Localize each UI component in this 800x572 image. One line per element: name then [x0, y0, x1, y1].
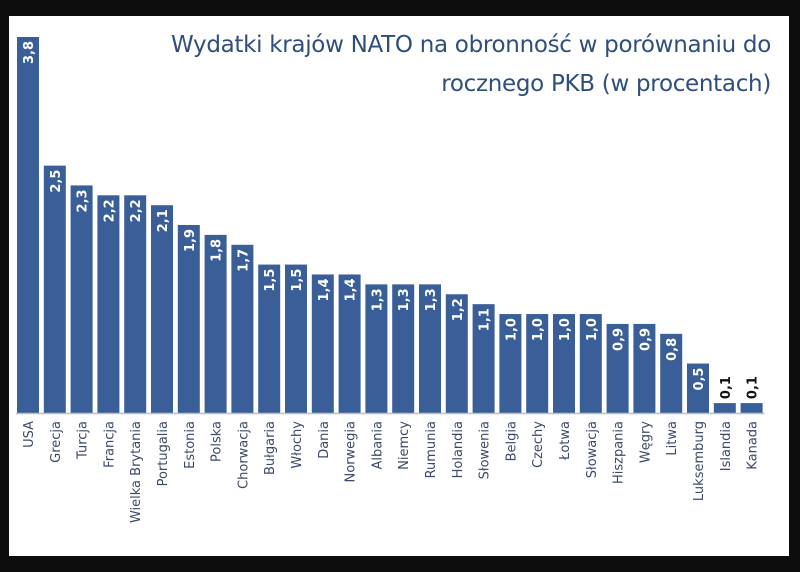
category-tick-label: Turcja [76, 421, 91, 460]
bar [392, 284, 415, 413]
category-tick-label: Hiszpania [612, 421, 627, 484]
bar [713, 403, 736, 413]
bar [633, 323, 656, 413]
bar-value-label: 1,8 [210, 239, 225, 262]
category-tick-label: Rumunia [424, 421, 439, 478]
chart-panel: Wydatki krajów NATO na obronność w porów… [9, 16, 789, 556]
bar [606, 323, 629, 413]
bar [553, 314, 575, 413]
bar-value-label: 2,2 [129, 199, 144, 222]
bar-value-label: 1,0 [558, 318, 573, 341]
category-tick-label: Wielka Brytania [129, 421, 144, 523]
chart-title-line-1: Wydatki krajów NATO na obronność w porów… [170, 32, 771, 58]
bar [97, 195, 120, 413]
category-tick-label: Dania [317, 421, 332, 459]
bar-value-label: 1,5 [263, 269, 278, 292]
category-tick-label: Estonia [183, 421, 198, 469]
bar [124, 195, 147, 413]
bar-value-label: 2,3 [76, 189, 91, 212]
bar [579, 314, 602, 413]
bar-value-label: 1,0 [585, 318, 600, 341]
category-tick-label: Grecja [49, 421, 64, 463]
bar-value-label: 3,8 [22, 41, 37, 64]
category-tick-label: Niemcy [397, 421, 412, 470]
bar [17, 37, 39, 413]
category-tick-label: Słowenia [478, 421, 493, 479]
category-tick-label: Litwa [665, 421, 680, 456]
bar [365, 284, 388, 413]
bar-value-label: 2,5 [49, 170, 64, 193]
bar-value-label: 0,5 [692, 368, 707, 391]
bar-chart: 3,8 USA 2,5 Grecja 2,3 Turcja 2,2 Francja 2,2 Wie… [16, 37, 765, 523]
bar-value-label: 1,0 [531, 318, 546, 341]
category-tick-label: Portugalia [156, 421, 171, 486]
bar-value-label: 1,7 [236, 249, 251, 272]
bar [445, 294, 468, 413]
bar-value-label: 0,1 [719, 376, 734, 399]
bar-value-label: 1,3 [397, 288, 412, 311]
category-tick-label: Holandia [451, 421, 466, 478]
bar [43, 165, 66, 413]
bar [526, 314, 549, 413]
bar-value-label: 2,2 [102, 199, 117, 222]
bar [419, 284, 441, 413]
category-tick-label: Francja [102, 421, 117, 468]
bar [499, 314, 522, 413]
category-tick-label: Węgry [638, 421, 653, 463]
bar-value-label: 1,4 [344, 278, 359, 301]
category-tick-label: Belgia [504, 421, 519, 461]
category-tick-label: Luksemburg [692, 421, 707, 501]
bar [311, 274, 334, 413]
category-tick-label: Polska [210, 421, 225, 462]
category-tick-label: Chorwacja [236, 421, 251, 489]
bar [660, 333, 683, 413]
category-tick-label: Słowacja [585, 421, 600, 478]
bar [687, 363, 709, 413]
category-tick-label: Albania [370, 421, 385, 470]
bar [338, 274, 361, 413]
bar-value-label: 0,9 [638, 328, 653, 351]
category-tick-label: Łotwa [558, 421, 573, 461]
category-tick-label: Bułgaria [263, 421, 278, 475]
bar-value-label: 0,1 [746, 376, 761, 399]
bar [472, 304, 495, 413]
bar-value-label: 1,5 [290, 269, 305, 292]
category-tick-label: Czechy [531, 421, 546, 468]
bar-value-label: 0,9 [612, 328, 627, 351]
bar-value-label: 2,1 [156, 209, 171, 232]
bar [151, 205, 173, 413]
category-tick-label: USA [22, 421, 37, 448]
category-tick-label: Islandia [719, 421, 734, 471]
bar [231, 244, 254, 413]
bar-value-label: 1,2 [451, 298, 466, 321]
bar [70, 185, 93, 413]
bar-value-label: 1,4 [317, 278, 332, 301]
bar-value-label: 1,3 [370, 288, 385, 311]
category-tick-label: Włochy [290, 421, 305, 469]
chart-title-line-2: rocznego PKB (w procentach) [441, 71, 771, 97]
bar-value-label: 1,9 [183, 229, 198, 252]
bar-value-label: 1,1 [478, 308, 493, 331]
bar-value-label: 0,8 [665, 338, 680, 361]
category-tick-label: Kanada [746, 421, 761, 470]
category-tick-label: Norwegia [344, 421, 359, 482]
bar-value-label: 1,0 [504, 318, 519, 341]
bar [204, 234, 227, 413]
bar [177, 225, 200, 413]
bar [285, 264, 307, 413]
bar-value-label: 1,3 [424, 288, 439, 311]
bar [740, 403, 763, 413]
bar [258, 264, 281, 413]
